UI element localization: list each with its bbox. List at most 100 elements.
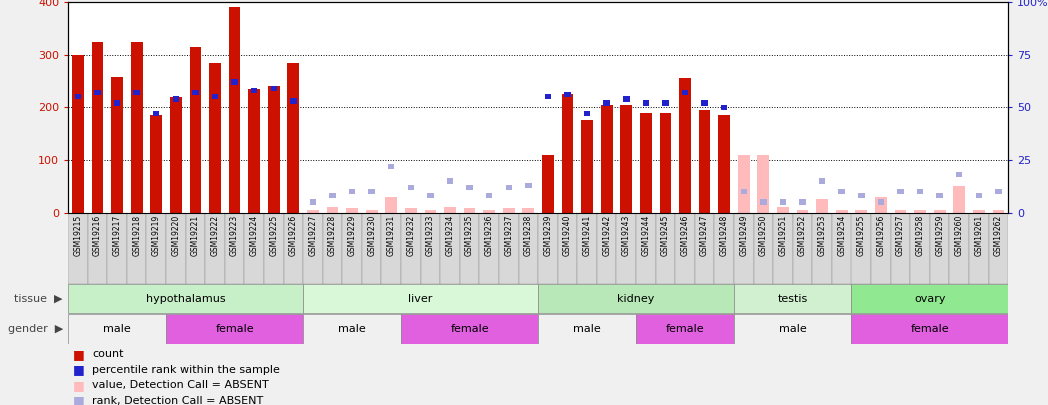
Text: GSM19253: GSM19253 (817, 215, 827, 256)
Text: GSM19221: GSM19221 (191, 215, 200, 256)
Text: GSM19248: GSM19248 (720, 215, 728, 256)
Bar (388, 164, 394, 169)
Bar (973, 210, 985, 213)
Text: GSM19224: GSM19224 (249, 215, 259, 256)
Text: value, Detection Call = ABSENT: value, Detection Call = ABSENT (92, 380, 269, 390)
Bar (68, 315, 166, 343)
Bar (937, 193, 943, 198)
Bar (956, 172, 962, 177)
Text: GSM19255: GSM19255 (857, 215, 866, 256)
Text: percentile rank within the sample: percentile rank within the sample (92, 365, 280, 375)
Bar (584, 111, 590, 116)
Bar (988, 213, 1008, 284)
Bar (620, 104, 632, 213)
Bar (210, 62, 221, 213)
Bar (68, 284, 303, 313)
Bar (895, 210, 907, 213)
Bar (111, 77, 123, 213)
Bar (486, 193, 493, 198)
Text: GSM19258: GSM19258 (916, 215, 924, 256)
Bar (408, 185, 414, 190)
Bar (244, 213, 264, 284)
Bar (290, 98, 297, 104)
Bar (679, 78, 691, 213)
Text: GSM19249: GSM19249 (739, 215, 748, 256)
Text: GSM19241: GSM19241 (583, 215, 592, 256)
Bar (715, 213, 734, 284)
Bar (538, 213, 558, 284)
Text: ■: ■ (73, 363, 85, 376)
Bar (503, 209, 515, 213)
Bar (838, 189, 845, 194)
Bar (264, 213, 284, 284)
Text: GSM19260: GSM19260 (955, 215, 964, 256)
Bar (911, 213, 930, 284)
Bar (721, 104, 727, 110)
Bar (463, 209, 476, 213)
Bar (329, 193, 335, 198)
Bar (954, 186, 965, 213)
Text: GSM19257: GSM19257 (896, 215, 905, 256)
Text: GSM19219: GSM19219 (152, 215, 160, 256)
Bar (466, 185, 473, 190)
Bar (212, 94, 218, 100)
Bar (114, 100, 121, 106)
Text: male: male (573, 324, 601, 334)
Bar (577, 213, 597, 284)
Bar (362, 213, 381, 284)
Bar (969, 213, 988, 284)
Bar (760, 199, 766, 205)
Bar (545, 94, 551, 100)
Bar (976, 193, 982, 198)
Text: GSM19236: GSM19236 (484, 215, 494, 256)
Bar (323, 213, 343, 284)
Bar (303, 213, 323, 284)
Bar (401, 213, 420, 284)
Bar (499, 213, 519, 284)
Text: GSM19215: GSM19215 (73, 215, 83, 256)
Bar (424, 210, 436, 213)
Bar (381, 213, 401, 284)
Text: GSM19244: GSM19244 (641, 215, 651, 256)
Bar (133, 90, 139, 95)
Bar (205, 213, 224, 284)
Text: GSM19223: GSM19223 (231, 215, 239, 256)
Text: GSM19238: GSM19238 (524, 215, 532, 256)
Bar (224, 213, 244, 284)
Bar (519, 213, 539, 284)
Bar (851, 284, 1008, 313)
Text: GSM19261: GSM19261 (975, 215, 983, 256)
Text: GSM19227: GSM19227 (308, 215, 318, 256)
Bar (992, 210, 1004, 213)
Text: ovary: ovary (914, 294, 945, 304)
Text: GSM19259: GSM19259 (935, 215, 944, 256)
Bar (754, 213, 773, 284)
Text: GSM19229: GSM19229 (348, 215, 356, 256)
Bar (405, 209, 417, 213)
Bar (538, 315, 636, 343)
Text: GSM19256: GSM19256 (876, 215, 886, 256)
Bar (675, 213, 695, 284)
Text: male: male (103, 324, 131, 334)
Bar (428, 193, 434, 198)
Text: ■: ■ (73, 379, 85, 392)
Bar (816, 200, 828, 213)
Bar (303, 284, 539, 313)
Bar (170, 97, 181, 213)
Bar (460, 213, 479, 284)
Bar (562, 94, 573, 213)
Text: GSM19232: GSM19232 (407, 215, 415, 256)
Bar (662, 100, 669, 106)
Text: GSM19246: GSM19246 (680, 215, 690, 256)
Text: GSM19251: GSM19251 (779, 215, 787, 256)
Bar (949, 213, 969, 284)
Bar (523, 209, 534, 213)
Text: ■: ■ (73, 394, 85, 405)
Bar (287, 62, 300, 213)
Text: GSM19235: GSM19235 (465, 215, 474, 256)
Text: count: count (92, 350, 124, 359)
Bar (444, 207, 456, 213)
Bar (284, 213, 303, 284)
Text: liver: liver (409, 294, 433, 304)
Bar (228, 7, 240, 213)
